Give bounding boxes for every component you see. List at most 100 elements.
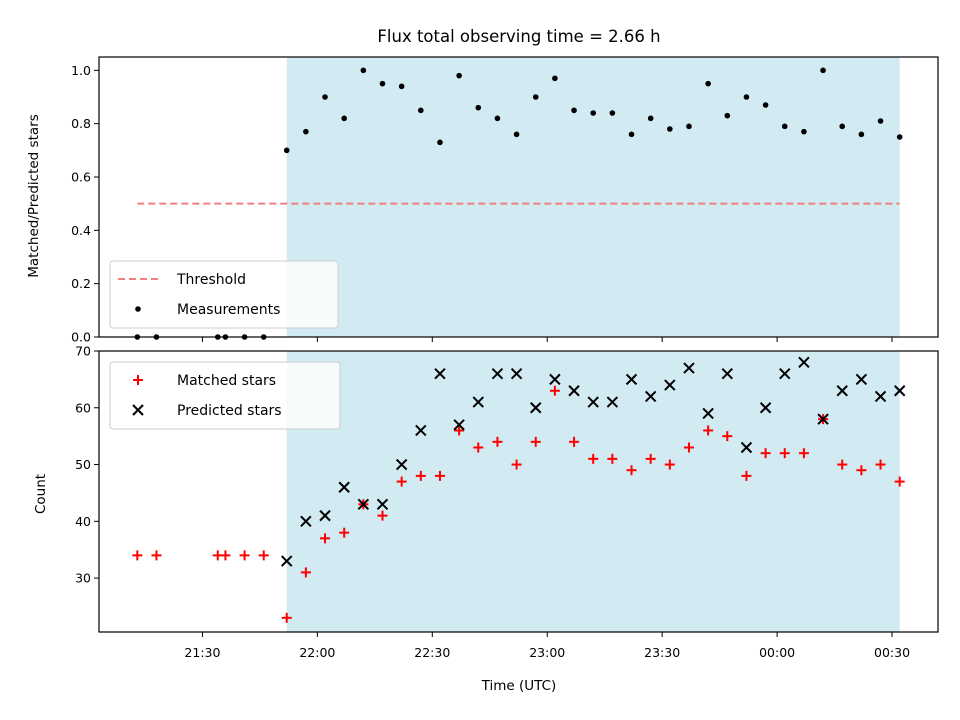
predicted-star-mark-b xyxy=(625,373,638,386)
bottom-legend xyxy=(109,361,341,430)
matched-star-point xyxy=(396,476,407,487)
top-y-axis-label: Matched/Predicted stars xyxy=(26,114,42,277)
matched-star-point xyxy=(151,550,162,561)
predicted-star-mark-b xyxy=(740,441,753,454)
matched-star-point xyxy=(760,448,771,459)
predicted-star-point xyxy=(606,396,619,408)
matched-star-point xyxy=(549,385,560,396)
predicted-star-mark-b xyxy=(893,385,906,397)
top-y-tick-label: 0.4 xyxy=(71,223,91,238)
matched-star-point xyxy=(626,465,637,476)
matched-star-point xyxy=(875,459,886,470)
predicted-star-point xyxy=(759,402,772,414)
measurement-point xyxy=(475,104,482,111)
matched-star-point xyxy=(683,442,694,453)
predicted-star-mark-b xyxy=(530,402,542,414)
predicted-star-point xyxy=(625,373,638,386)
bottom-y-tick-label: 60 xyxy=(75,400,91,415)
top-y-tick-label: 1.0 xyxy=(71,63,91,78)
top-chart-plot: 0.0 0.2 0.4 0.6 0.8 1.0 Threshold Measurements xyxy=(71,56,939,345)
x-tick-label: 00:30 xyxy=(874,645,910,660)
legend-entry-label: Measurements xyxy=(177,302,280,318)
top-legend xyxy=(109,260,339,329)
bottom-y-tick-label: 50 xyxy=(75,457,91,472)
predicted-star-mark-b xyxy=(683,362,695,374)
predicted-star-point xyxy=(740,441,753,454)
matched-star-point xyxy=(607,453,618,464)
measurement-point xyxy=(705,80,711,87)
matched-star-point xyxy=(434,470,445,481)
measurement-point xyxy=(839,123,846,130)
predicted-star-mark-b xyxy=(587,396,599,408)
matched-star-point xyxy=(377,510,388,521)
bottom-y-axis-label: Count xyxy=(33,474,49,514)
measurement-point xyxy=(628,131,635,138)
predicted-star-point xyxy=(779,367,791,380)
predicted-star-mark-b xyxy=(644,390,657,403)
measurement-point xyxy=(379,80,386,87)
x-tick-label: 23:00 xyxy=(529,645,565,660)
legend-measurement-swatch xyxy=(135,306,141,312)
measurement-point xyxy=(418,107,424,114)
predicted-star-mark-b xyxy=(357,498,370,510)
predicted-star-mark-b xyxy=(606,396,619,408)
legend-entry-label: Predicted stars xyxy=(177,403,282,419)
predicted-star-point xyxy=(434,367,446,380)
matched-star-point xyxy=(837,459,848,470)
predicted-star-point xyxy=(587,396,599,408)
bottom-axes-frame xyxy=(98,350,939,633)
matched-star-point xyxy=(798,448,809,459)
predicted-star-point xyxy=(549,373,561,386)
predicted-star-point xyxy=(530,402,542,414)
predicted-star-point xyxy=(415,424,427,437)
measurement-point xyxy=(858,131,865,138)
predicted-star-point xyxy=(683,362,695,374)
matched-star-point xyxy=(856,465,867,476)
predicted-star-point xyxy=(874,390,887,403)
measurement-point xyxy=(781,123,788,130)
matched-star-point xyxy=(569,436,580,447)
matched-star-point xyxy=(511,459,522,470)
bottom-y-tick-label: 70 xyxy=(75,344,91,359)
measurement-point xyxy=(303,128,309,135)
measurement-point xyxy=(877,118,884,124)
top-axes-frame xyxy=(98,56,939,338)
bottom-x-axis-label: Time (UTC) xyxy=(481,678,557,694)
predicted-star-mark-b xyxy=(510,367,523,380)
measurement-point xyxy=(341,115,347,122)
matched-star-point xyxy=(645,453,656,464)
predicted-star-mark-b xyxy=(721,367,733,380)
matched-star-point xyxy=(239,550,250,561)
matched-star-point xyxy=(741,470,752,481)
bottom-y-tick-label: 40 xyxy=(75,514,91,529)
top-chart-title: Flux total observing time = 2.66 h xyxy=(377,27,660,46)
predicted-star-point xyxy=(568,385,580,397)
bottom-y-tick-label: 30 xyxy=(75,571,91,586)
predicted-star-point xyxy=(798,356,810,369)
measurement-point xyxy=(437,139,443,146)
predicted-star-mark-b xyxy=(855,373,868,386)
bottom-chart-plot: 30 40 50 60 70 21:30 22:00 22:30 23:00 23:30 00:00… xyxy=(75,344,939,660)
predicted-star-mark-b xyxy=(568,385,580,397)
matched-star-point xyxy=(320,533,331,544)
matched-star-point xyxy=(300,567,311,578)
measurement-point xyxy=(801,128,807,135)
predicted-star-mark-b xyxy=(338,481,350,493)
predicted-star-mark-b xyxy=(759,402,772,414)
matched-star-point xyxy=(339,527,350,538)
predicted-star-mark-b xyxy=(376,498,389,510)
predicted-star-point xyxy=(664,379,676,391)
predicted-star-point xyxy=(491,367,504,380)
predicted-star-point xyxy=(817,413,829,425)
predicted-star-point xyxy=(472,396,484,408)
measurement-point xyxy=(494,115,501,122)
predicted-star-mark-b xyxy=(874,390,887,403)
predicted-star-point xyxy=(855,373,868,386)
predicted-star-mark-b xyxy=(779,367,791,380)
measurement-point xyxy=(456,72,462,79)
measurement-point xyxy=(398,83,405,90)
matched-star-point xyxy=(132,550,143,561)
measurement-point xyxy=(609,110,616,116)
measurement-point xyxy=(571,107,577,114)
